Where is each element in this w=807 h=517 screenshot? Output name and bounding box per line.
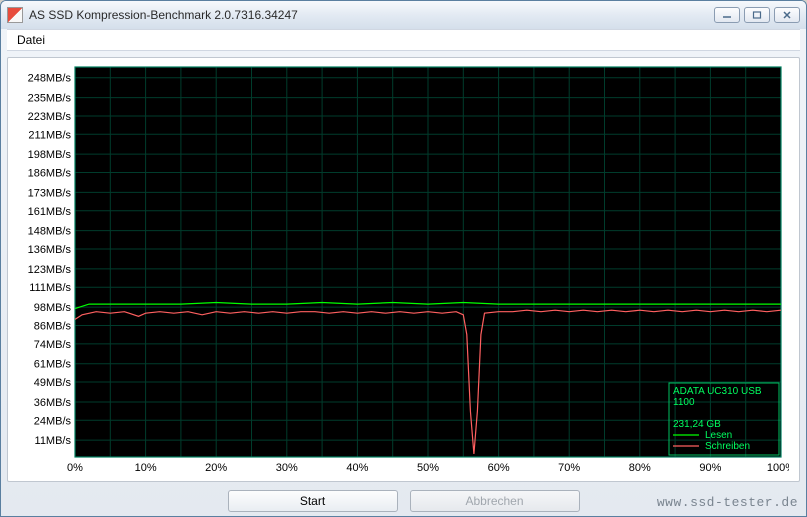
app-window: AS SSD Kompression-Benchmark 2.0.7316.34… — [0, 0, 807, 517]
svg-text:100%: 100% — [766, 462, 788, 474]
svg-text:24MB/s: 24MB/s — [33, 415, 71, 427]
menu-datei[interactable]: Datei — [7, 33, 55, 47]
maximize-button[interactable] — [744, 7, 770, 23]
svg-text:40%: 40% — [346, 462, 368, 474]
svg-text:161MB/s: 161MB/s — [27, 205, 71, 217]
svg-text:50%: 50% — [416, 462, 438, 474]
cancel-button: Abbrechen — [410, 490, 580, 512]
svg-text:Lesen: Lesen — [705, 430, 732, 441]
svg-text:61MB/s: 61MB/s — [33, 358, 71, 370]
client-area: 11MB/s 24MB/s 36MB/s 49MB/s 61MB/s 74MB/s 86MB… — [7, 57, 800, 482]
svg-text:Schreiben: Schreiben — [705, 441, 750, 452]
svg-text:90%: 90% — [699, 462, 721, 474]
svg-text:20%: 20% — [205, 462, 227, 474]
svg-text:30%: 30% — [275, 462, 297, 474]
compression-chart: 11MB/s 24MB/s 36MB/s 49MB/s 61MB/s 74MB/s 86MB… — [19, 63, 789, 477]
svg-text:10%: 10% — [134, 462, 156, 474]
svg-text:ADATA UC310 USB: ADATA UC310 USB — [673, 386, 762, 397]
svg-text:223MB/s: 223MB/s — [27, 110, 71, 122]
svg-text:136MB/s: 136MB/s — [27, 244, 71, 256]
svg-text:111MB/s: 111MB/s — [29, 282, 71, 294]
titlebar[interactable]: AS SSD Kompression-Benchmark 2.0.7316.34… — [1, 1, 806, 29]
app-icon — [7, 7, 23, 23]
window-title: AS SSD Kompression-Benchmark 2.0.7316.34… — [29, 8, 298, 22]
svg-text:70%: 70% — [558, 462, 580, 474]
menubar: Datei — [7, 29, 800, 51]
svg-text:235MB/s: 235MB/s — [27, 92, 71, 104]
svg-text:198MB/s: 198MB/s — [27, 149, 71, 161]
minimize-button[interactable] — [714, 7, 740, 23]
svg-text:98MB/s: 98MB/s — [33, 302, 71, 314]
svg-text:86MB/s: 86MB/s — [33, 320, 71, 332]
svg-text:1100: 1100 — [673, 397, 695, 408]
svg-text:11MB/s: 11MB/s — [34, 435, 71, 447]
start-button[interactable]: Start — [228, 490, 398, 512]
svg-text:60%: 60% — [487, 462, 509, 474]
close-button[interactable] — [774, 7, 800, 23]
svg-text:123MB/s: 123MB/s — [27, 263, 71, 275]
chart-container: 11MB/s 24MB/s 36MB/s 49MB/s 61MB/s 74MB/s 86MB… — [19, 63, 789, 477]
svg-text:231,24 GB: 231,24 GB — [673, 419, 721, 430]
svg-text:36MB/s: 36MB/s — [33, 396, 71, 408]
window-controls — [714, 7, 800, 23]
svg-text:74MB/s: 74MB/s — [33, 338, 71, 350]
svg-text:80%: 80% — [628, 462, 650, 474]
svg-text:248MB/s: 248MB/s — [27, 72, 71, 84]
svg-text:173MB/s: 173MB/s — [27, 187, 71, 199]
watermark: www.ssd-tester.de — [657, 495, 798, 510]
svg-text:148MB/s: 148MB/s — [27, 225, 71, 237]
svg-text:0%: 0% — [67, 462, 83, 474]
svg-text:211MB/s: 211MB/s — [28, 129, 71, 141]
svg-text:186MB/s: 186MB/s — [27, 167, 71, 179]
svg-text:49MB/s: 49MB/s — [33, 377, 71, 389]
